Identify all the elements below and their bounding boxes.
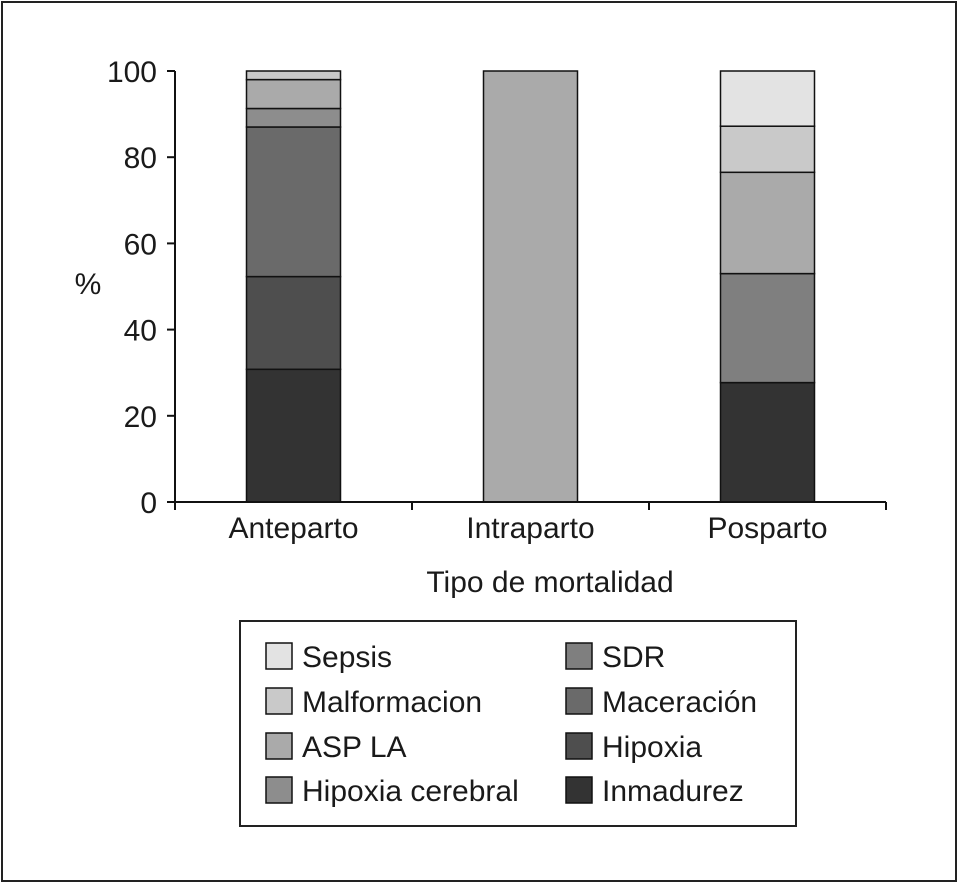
legend-label-malformacion: Malformacion (302, 686, 482, 719)
y-tick-label: 60 (124, 228, 157, 261)
y-tick-label: 40 (124, 315, 157, 348)
legend-label-hipoxia-cerebral: Hipoxia cerebral (302, 775, 519, 808)
legend-swatch-inmadurez (565, 776, 593, 804)
legend-label-hipoxia: Hipoxia (602, 731, 702, 764)
y-tick-label: 80 (124, 142, 157, 175)
legend-label-asp-la: ASP LA (302, 731, 407, 764)
y-tick-label: 100 (107, 56, 157, 89)
bar-anteparto-maceracion (245, 126, 342, 278)
legend-label-sdr: SDR (602, 641, 665, 674)
y-tick-label: 0 (140, 487, 157, 520)
bars-layer (245, 70, 816, 503)
bar-posparto-sdr (719, 272, 816, 384)
legend-border (239, 620, 797, 827)
bar-anteparto-inmadurez (245, 368, 342, 503)
legend-swatch-hipoxia (565, 732, 593, 760)
legend-swatch-malformacion (265, 687, 293, 715)
x-tick-label-posparto: Posparto (707, 512, 827, 545)
bar-posparto-sepsis (719, 70, 816, 127)
x-axis-label: Tipo de mortalidad (426, 566, 673, 599)
bar-intraparto-asp-la (482, 70, 579, 503)
axes-layer: 0 20 40 60 80 100 Anteparto Intraparto Posparto (107, 56, 887, 545)
bar-anteparto-malformacion (245, 70, 342, 81)
bar-anteparto-hipoxia-cerebral (245, 107, 342, 128)
legend-swatch-hipoxia-cerebral (265, 776, 293, 804)
x-tick-label-intraparto: Intraparto (466, 512, 594, 545)
legend-label-inmadurez: Inmadurez (602, 775, 744, 808)
legend-swatch-sdr (565, 642, 593, 670)
legend: Sepsis SDR Malformacion Maceración ASP LA Hip… (239, 620, 797, 827)
bar-anteparto-asp-la (245, 78, 342, 110)
bar-posparto-inmadurez (719, 381, 816, 503)
y-axis-label: % (75, 268, 102, 301)
bar-posparto-malformacion (719, 125, 816, 174)
legend-swatch-maceracion (565, 687, 593, 715)
bar-anteparto-hipoxia (245, 275, 342, 371)
bar-posparto-asp-la (719, 171, 816, 275)
legend-label-maceracion: Maceración (602, 686, 757, 719)
legend-swatch-sepsis (265, 642, 293, 670)
y-tick-label: 20 (124, 401, 157, 434)
x-tick-label-anteparto: Anteparto (228, 512, 358, 545)
legend-swatch-asp-la (265, 732, 293, 760)
legend-label-sepsis: Sepsis (302, 641, 392, 674)
